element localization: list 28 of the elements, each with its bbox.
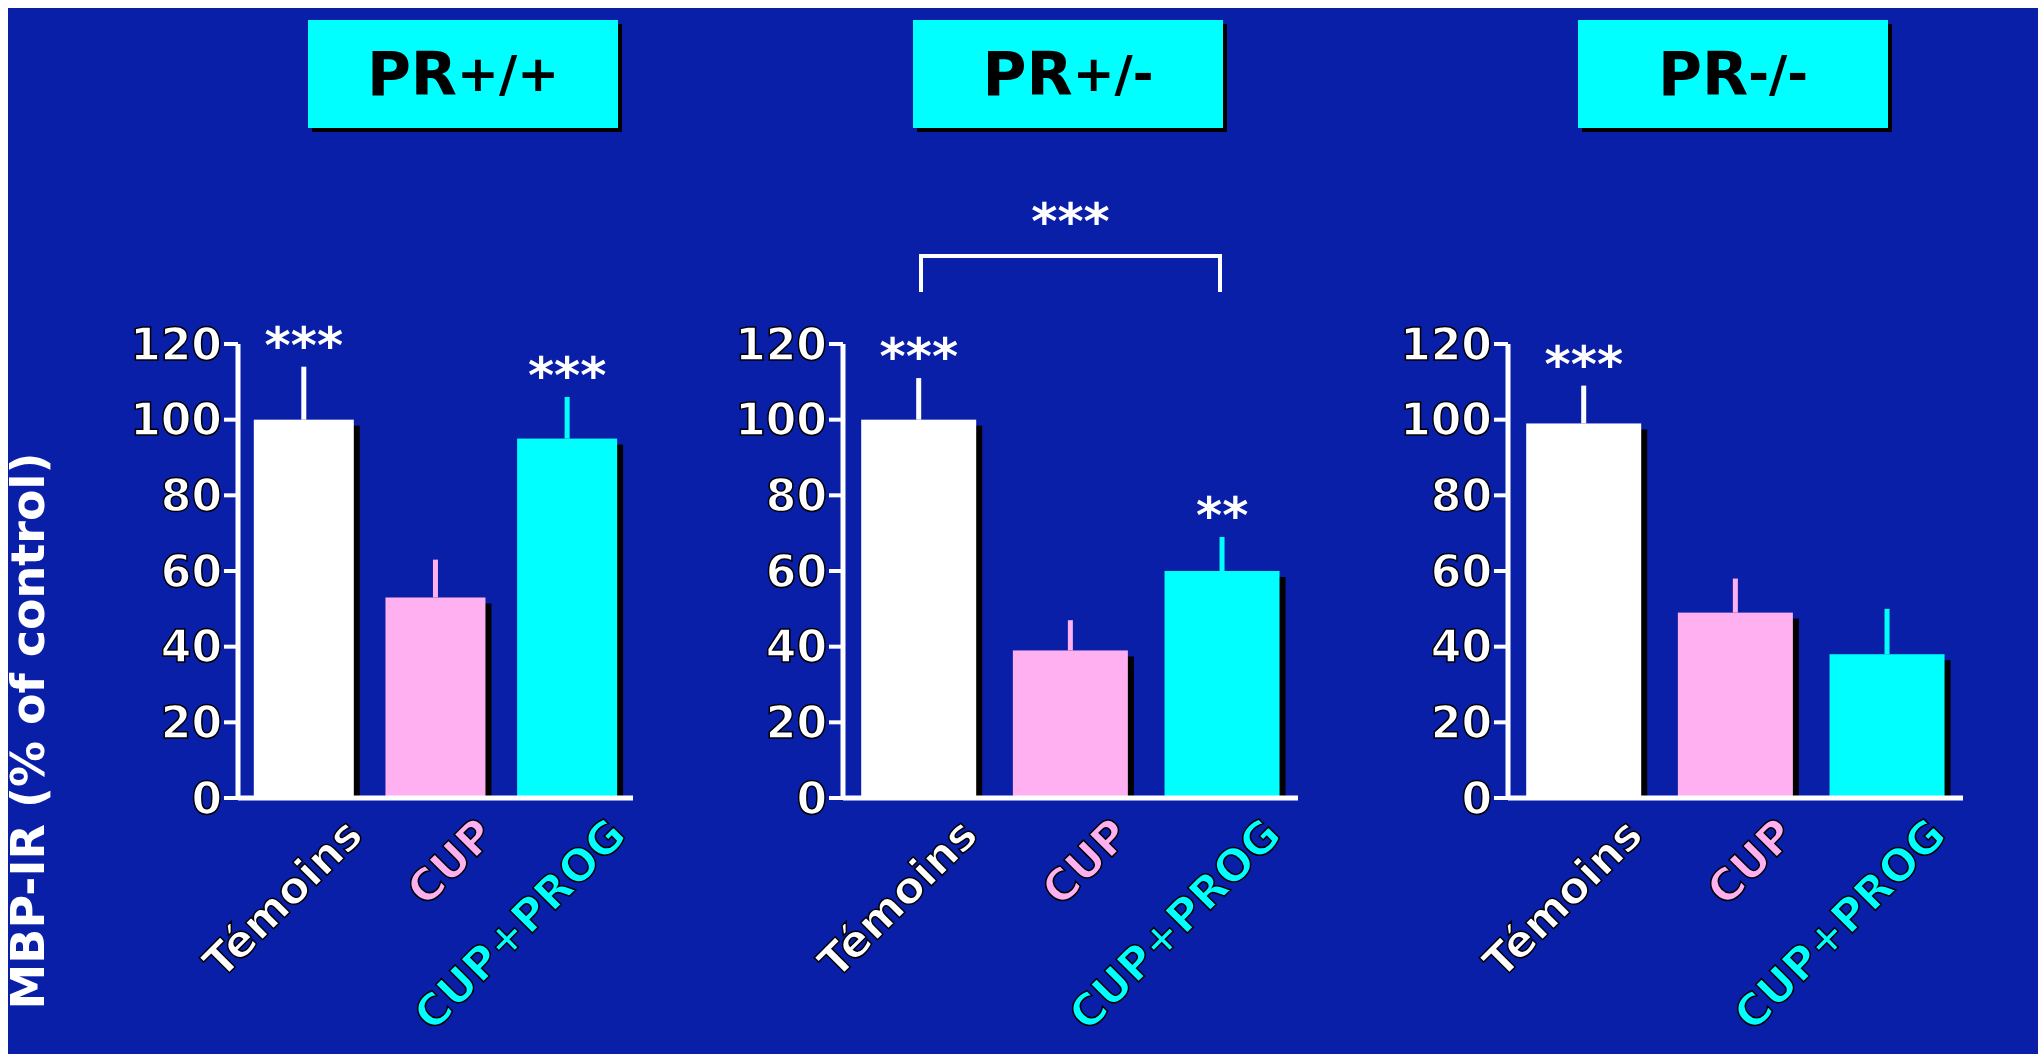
y-tick-label: 20 <box>1430 696 1492 748</box>
y-tick-label: 40 <box>160 621 222 673</box>
y-tick-label: 80 <box>160 469 222 521</box>
annotation: *** <box>264 316 344 375</box>
y-tick-label: 80 <box>1430 469 1492 521</box>
y-tick-label: 60 <box>765 545 827 597</box>
y-axis-title: MBP-IR (% of control) <box>1 452 56 1010</box>
y-tick-label: 40 <box>765 621 827 673</box>
y-tick-label: 60 <box>1430 545 1492 597</box>
y-tick-label: 100 <box>735 394 827 446</box>
y-tick-label: 100 <box>130 394 222 446</box>
y-tick-label: 60 <box>160 545 222 597</box>
y-tick-label: 20 <box>160 696 222 748</box>
y-tick-label: 100 <box>1400 394 1492 446</box>
y-tick-label: 80 <box>765 469 827 521</box>
annotation: *** <box>879 328 959 387</box>
y-tick-label: 40 <box>1430 621 1492 673</box>
text: *** <box>1030 193 1111 251</box>
y-tick-label: 0 <box>796 772 827 824</box>
y-tick-label: 0 <box>191 772 222 824</box>
y-tick-label: 20 <box>765 696 827 748</box>
y-tick-label: 120 <box>1400 318 1492 370</box>
annotation: *** <box>527 346 607 405</box>
annotation: ** <box>1196 486 1249 545</box>
annotation: *** <box>1544 335 1624 394</box>
y-tick-label: 0 <box>1461 772 1492 824</box>
y-tick-label: 120 <box>130 318 222 370</box>
y-tick-label: 120 <box>735 318 827 370</box>
